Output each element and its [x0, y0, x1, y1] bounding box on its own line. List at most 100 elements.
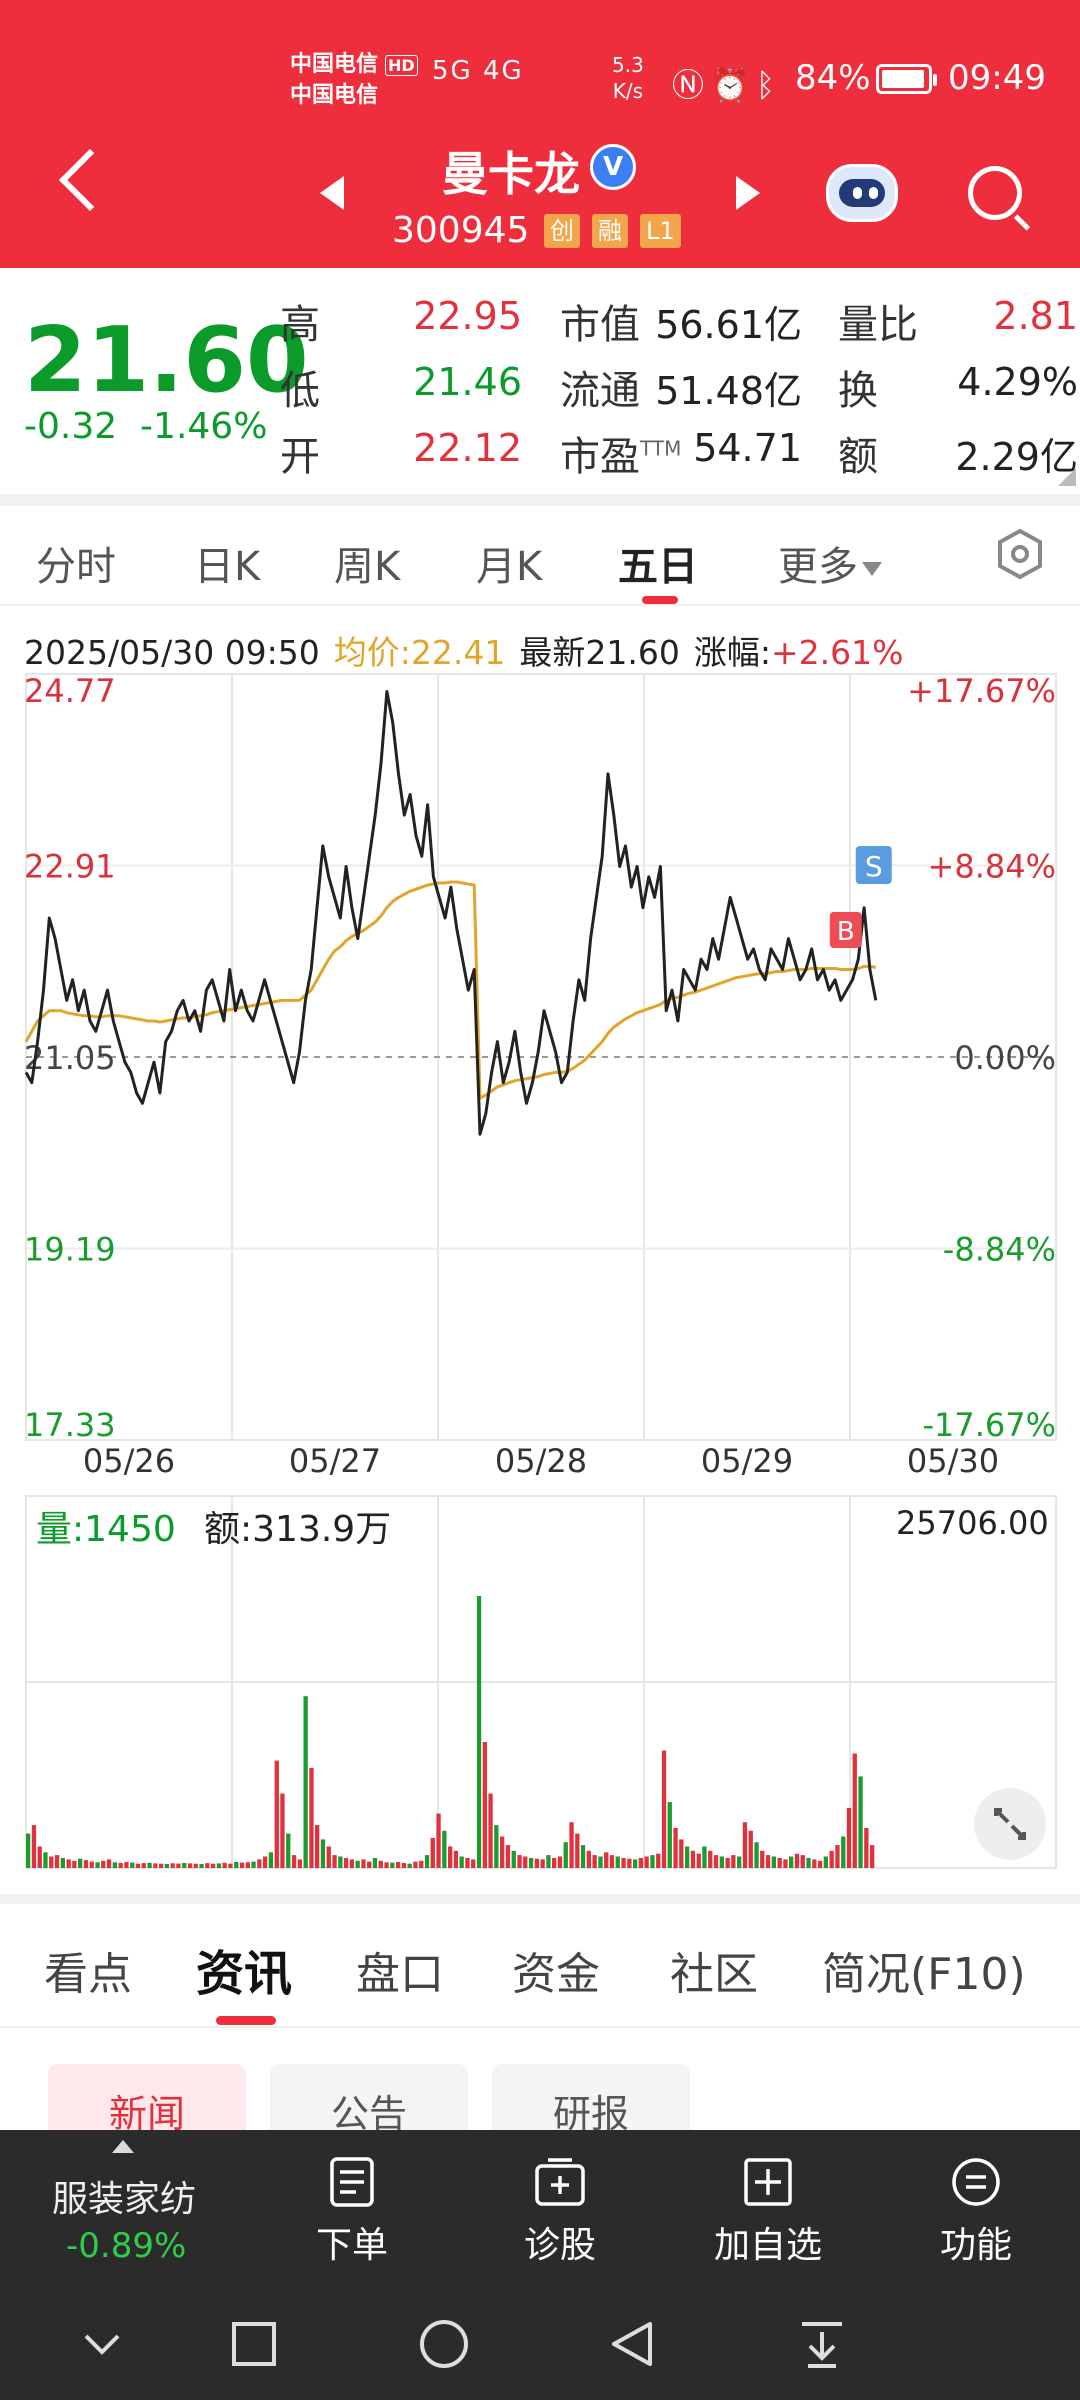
- volume-bar: [453, 1850, 459, 1868]
- ai-assistant-icon[interactable]: [826, 164, 898, 222]
- nfc-icon: Ⓝ: [672, 66, 711, 104]
- volume-bar: [101, 1860, 106, 1868]
- tab-monthly-k[interactable]: 月K: [476, 544, 543, 590]
- diagnose-button[interactable]: 诊股: [480, 2130, 640, 2290]
- volume-bar: [297, 1859, 302, 1868]
- volume-bar: [60, 1858, 65, 1868]
- chg-label: 涨幅:: [693, 633, 771, 672]
- volume-bar: [89, 1861, 94, 1868]
- sector-expand-icon: [112, 2140, 134, 2153]
- carrier-1: 中国电信: [290, 52, 379, 77]
- nav-collapse-icon[interactable]: [78, 2320, 126, 2368]
- volume-bar: [685, 1846, 690, 1868]
- volume-bar: [794, 1853, 800, 1868]
- y-left-tick-label: 19.19: [24, 1231, 116, 1269]
- add-watchlist-button[interactable]: 加自选: [688, 2130, 848, 2290]
- volume-bar: [604, 1852, 609, 1868]
- tab-highlights[interactable]: 看点: [44, 1949, 132, 2000]
- tab-funds[interactable]: 资金: [512, 1949, 600, 2000]
- volume-bar: [286, 1833, 291, 1868]
- volume-bar: [72, 1860, 77, 1868]
- tab-news[interactable]: 资讯: [196, 1946, 293, 2002]
- tab-more[interactable]: 更多: [778, 534, 882, 592]
- status-bar: 中国电信 HD 中国电信 5G 4G 5.3 K/s Ⓝ⏰ᛒ 84% 09:49: [0, 46, 1080, 116]
- volume-bar: [754, 1842, 759, 1868]
- volume-bar: [239, 1862, 245, 1868]
- value-amount: 2.29亿: [955, 435, 1078, 479]
- prev-stock-arrow[interactable]: [320, 176, 344, 210]
- menu-icon: [952, 2158, 1000, 2206]
- tab-orderbook[interactable]: 盘口: [356, 1949, 444, 2000]
- average-series-line: [24, 880, 877, 1100]
- volume-bar: [598, 1856, 603, 1868]
- volume-bar: [488, 1793, 493, 1868]
- volume-bar: [222, 1862, 227, 1868]
- volume-bar: [633, 1859, 638, 1868]
- label-pe-main: 市盈: [560, 434, 640, 480]
- sell-marker: [855, 846, 892, 884]
- info-tab-indicator: [216, 2016, 276, 2025]
- search-icon[interactable]: [968, 166, 1022, 220]
- volume-bar: [326, 1846, 331, 1868]
- network-speed: 5.3 K/s: [612, 52, 644, 104]
- volume-bar: [135, 1863, 141, 1868]
- volume-bar: [846, 1807, 852, 1868]
- volume-bar: [268, 1852, 274, 1868]
- avg-price-label: 均价:22.41: [333, 633, 506, 672]
- volume-bar: [690, 1850, 696, 1868]
- volume-bar: [448, 1846, 453, 1868]
- volume-label: 量:1450: [36, 1500, 176, 1552]
- volume-bar: [176, 1863, 181, 1868]
- volume-bar: [627, 1858, 632, 1868]
- volume-bar: [580, 1845, 586, 1868]
- nav-back-icon[interactable]: [606, 2318, 658, 2370]
- volume-bar: [436, 1813, 441, 1868]
- volume-bar: [205, 1863, 210, 1868]
- volume-bar: [511, 1850, 516, 1868]
- nav-recents-icon[interactable]: [230, 2320, 278, 2368]
- nav-notification-icon[interactable]: [798, 2318, 846, 2370]
- sector-button[interactable]: 服装家纺 -0.89%: [0, 2130, 250, 2290]
- next-stock-arrow[interactable]: [736, 176, 760, 210]
- volume-bar: [835, 1845, 840, 1868]
- volume-bar: [49, 1856, 54, 1868]
- tab-more-label: 更多: [778, 544, 858, 590]
- functions-button[interactable]: 功能: [896, 2130, 1056, 2290]
- tab-community[interactable]: 社区: [670, 1949, 758, 2000]
- bottom-action-bar: 服装家纺 -0.89% 下单 诊股 加自选: [0, 2130, 1080, 2290]
- chart-settings-icon[interactable]: [996, 528, 1044, 580]
- volume-bar: [147, 1862, 152, 1868]
- volume-bar: [315, 1825, 320, 1868]
- tab-daily-k[interactable]: 日K: [194, 544, 261, 590]
- tab-profile-f10[interactable]: 简况(F10): [822, 1949, 1026, 2000]
- order-label: 下单: [315, 2225, 388, 2266]
- five-day-chart[interactable]: 24.77 +17.67% 22.91 +8.84% 21.05 0.00% 19.19 -8…: [0, 660, 1080, 1880]
- volume-bar: [355, 1860, 360, 1868]
- nav-home-icon[interactable]: [418, 2318, 470, 2370]
- functions-label: 功能: [939, 2225, 1012, 2266]
- volume-bar: [783, 1859, 788, 1868]
- back-button[interactable]: [58, 148, 122, 212]
- tab-weekly-k[interactable]: 周K: [334, 544, 401, 590]
- y-right-tick-label: 0.00%: [954, 1039, 1056, 1077]
- fullscreen-button[interactable]: [974, 1788, 1046, 1860]
- tab-five-day[interactable]: 五日: [618, 544, 698, 590]
- value-float-cap: 51.48亿: [655, 369, 802, 413]
- volume-bar: [621, 1858, 626, 1868]
- volume-bar: [731, 1855, 736, 1868]
- volume-bar: [291, 1855, 297, 1868]
- signal-icon: 5G 4G: [432, 56, 524, 86]
- volume-bar: [471, 1859, 476, 1868]
- value-market-cap: 56.61亿: [655, 303, 802, 347]
- volume-bar: [159, 1863, 164, 1868]
- hd-badge: HD: [385, 55, 418, 76]
- expand-corner-icon[interactable]: [1058, 468, 1076, 486]
- tag-l1: L1: [640, 214, 681, 248]
- volume-bar: [332, 1855, 337, 1868]
- volume-bar: [112, 1862, 117, 1868]
- header: 中国电信 HD 中国电信 5G 4G 5.3 K/s Ⓝ⏰ᛒ 84% 09:49…: [0, 0, 1080, 268]
- volume-bar: [852, 1753, 857, 1868]
- verified-icon[interactable]: V: [590, 144, 636, 190]
- volume-bar: [349, 1859, 354, 1868]
- tab-intraday[interactable]: 分时: [36, 544, 116, 590]
